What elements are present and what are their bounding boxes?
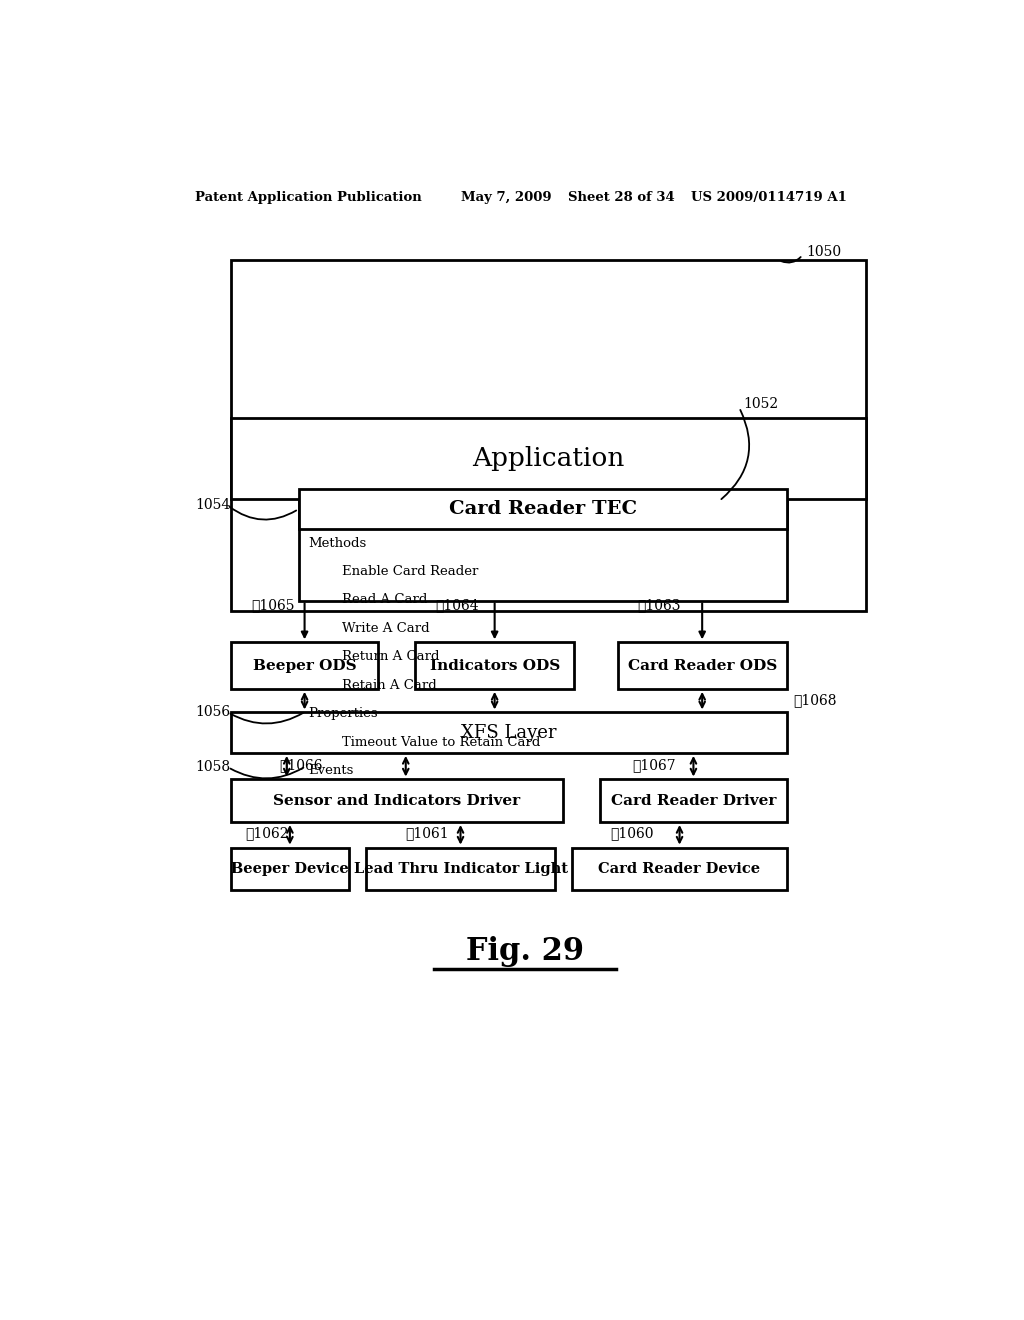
Text: ⌝1062: ⌝1062 — [246, 826, 289, 841]
Text: 1056: 1056 — [196, 705, 230, 719]
Text: Fig. 29: Fig. 29 — [466, 936, 584, 966]
Bar — [367, 847, 555, 890]
Bar — [617, 643, 786, 689]
Text: ⌝1063: ⌝1063 — [638, 599, 681, 612]
Text: Card Reader ODS: Card Reader ODS — [628, 659, 777, 673]
Bar — [600, 779, 786, 822]
Text: US 2009/0114719 A1: US 2009/0114719 A1 — [691, 190, 847, 203]
Text: 1058: 1058 — [196, 760, 230, 775]
Bar — [299, 500, 786, 601]
Bar — [231, 417, 866, 499]
Bar — [231, 847, 348, 890]
Text: 1054: 1054 — [196, 498, 230, 512]
Bar — [231, 260, 866, 611]
Text: ⌝1068: ⌝1068 — [793, 693, 837, 708]
Text: 1052: 1052 — [743, 397, 778, 412]
Text: Card Reader Device: Card Reader Device — [598, 862, 761, 876]
Bar — [572, 847, 786, 890]
Text: Enable Card Reader: Enable Card Reader — [342, 565, 478, 578]
Text: ⌝1065: ⌝1065 — [251, 599, 295, 612]
Text: Lead Thru Indicator Light: Lead Thru Indicator Light — [353, 862, 567, 876]
Text: Methods: Methods — [308, 536, 367, 549]
Text: Write A Card: Write A Card — [342, 622, 430, 635]
Text: Sensor and Indicators Driver: Sensor and Indicators Driver — [273, 793, 520, 808]
Text: Retain A Card: Retain A Card — [342, 678, 437, 692]
Bar — [299, 488, 786, 529]
Text: ⌝1061: ⌝1061 — [406, 826, 450, 841]
Text: Sheet 28 of 34: Sheet 28 of 34 — [568, 190, 675, 203]
Text: Properties: Properties — [308, 708, 378, 721]
Text: ⌝1064: ⌝1064 — [435, 599, 479, 612]
Text: Card Reader Driver: Card Reader Driver — [610, 793, 776, 808]
Bar — [231, 643, 378, 689]
Text: Read A Card: Read A Card — [342, 594, 428, 606]
Bar — [231, 779, 563, 822]
Bar — [416, 643, 574, 689]
Text: Return A Card: Return A Card — [342, 651, 439, 664]
Text: May 7, 2009: May 7, 2009 — [461, 190, 552, 203]
Text: Application: Application — [472, 446, 625, 471]
Text: ⌝1060: ⌝1060 — [610, 826, 654, 841]
Text: Beeper Device: Beeper Device — [231, 862, 349, 876]
Text: Beeper ODS: Beeper ODS — [253, 659, 356, 673]
Text: 1050: 1050 — [807, 246, 842, 259]
Text: Card Reader TEC: Card Reader TEC — [449, 500, 637, 517]
Text: Timeout Value to Retain Card: Timeout Value to Retain Card — [342, 735, 541, 748]
Bar — [231, 713, 786, 752]
Text: Events: Events — [308, 764, 353, 777]
Text: ⌝1066: ⌝1066 — [279, 758, 323, 772]
Text: ⌝1067: ⌝1067 — [632, 758, 676, 772]
Text: XFS Layer: XFS Layer — [461, 723, 557, 742]
Text: Patent Application Publication: Patent Application Publication — [196, 190, 422, 203]
Text: Indicators ODS: Indicators ODS — [429, 659, 560, 673]
